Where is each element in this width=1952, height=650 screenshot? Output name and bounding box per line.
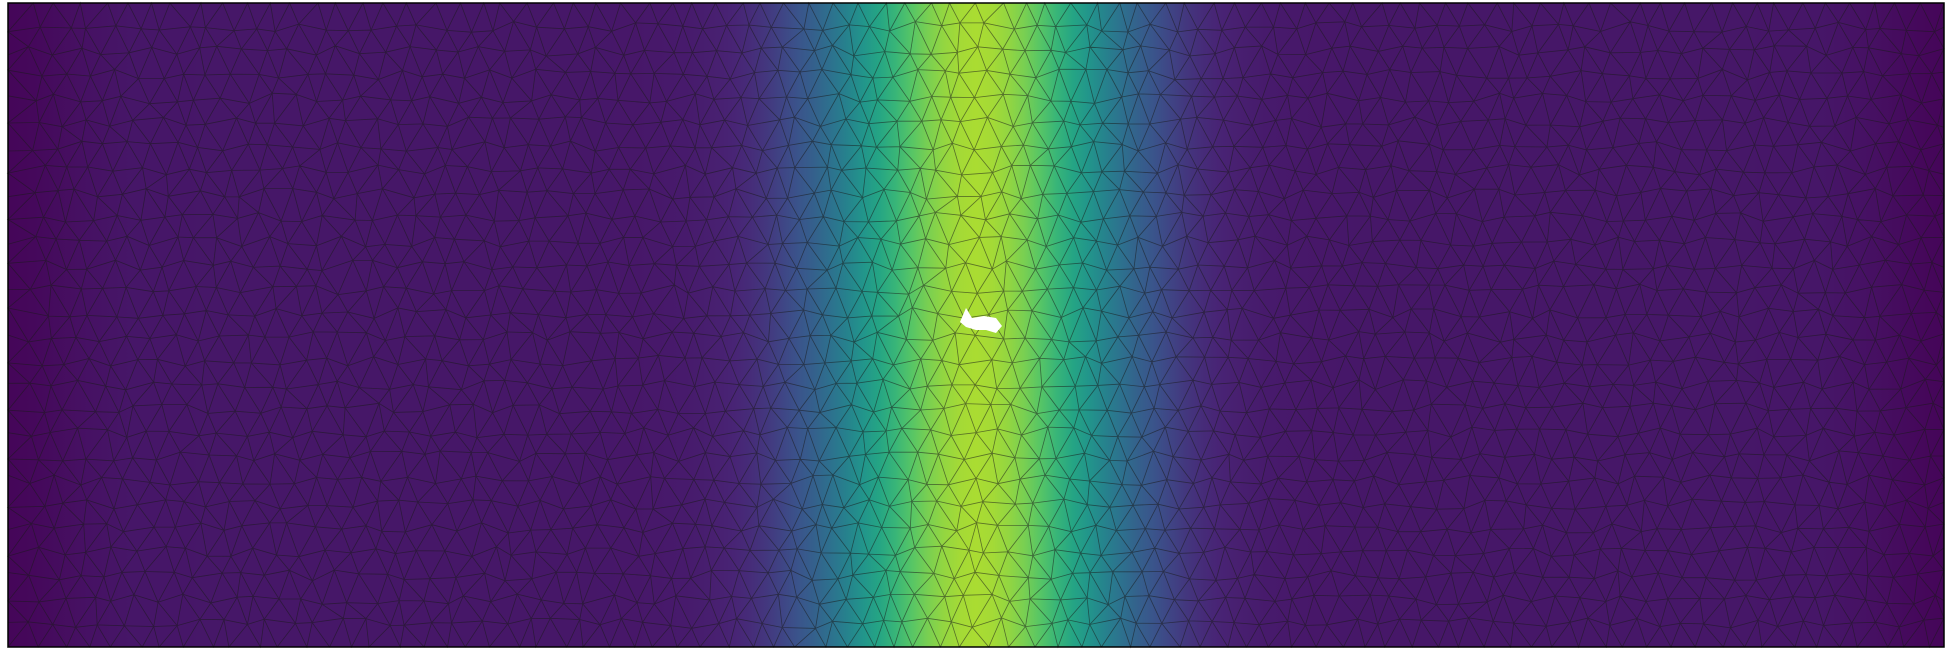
mesh-edges xyxy=(6,1,1945,649)
mesh-triangles xyxy=(6,1,1945,649)
domain-frame xyxy=(7,2,1945,648)
central-hole xyxy=(960,308,1002,333)
